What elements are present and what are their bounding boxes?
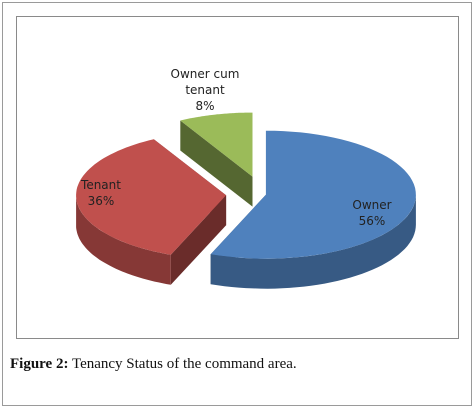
slice-label: Tenant [81,178,121,192]
slice-value-label: 8% [195,99,215,113]
pie-slice [180,112,253,177]
pie-slice [76,139,227,255]
slice-side [76,195,171,285]
slice-value-label: 56% [358,214,386,228]
figure-frame [2,2,472,406]
slice-cut-face [180,120,253,207]
caption-label: Figure 2: [10,356,69,372]
slice-label: Owner cum tenant [170,67,240,97]
caption-text: Tenancy Status of the command area. [71,356,297,372]
slice-label: Owner [352,198,392,212]
slice-side [210,194,416,289]
slice-value-label: 36% [87,194,115,208]
pie-slice [210,130,416,259]
slice-cut-face [170,195,227,285]
chart-area [16,16,459,339]
figure-caption: Figure 2: Tenancy Status of the command … [10,356,297,373]
